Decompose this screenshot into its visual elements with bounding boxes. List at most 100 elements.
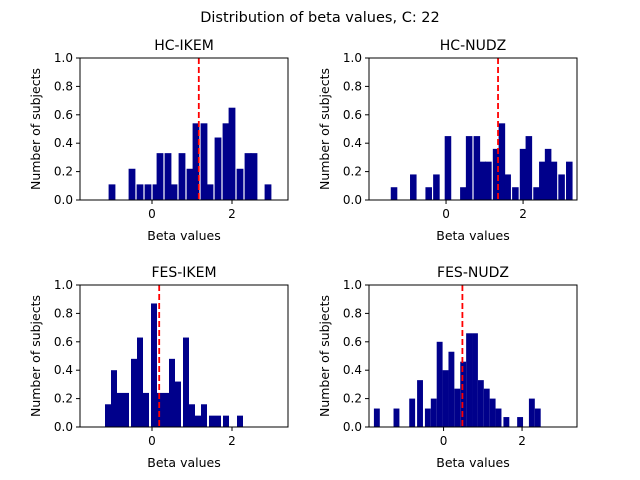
fes-ikem-bar-9 <box>163 392 169 427</box>
hc-ikem-bar-17 <box>244 153 252 200</box>
fes-nudz-ytick-label-3: 0.6 <box>343 335 362 349</box>
hc-nudz-title: HC-NUDZ <box>440 38 506 54</box>
hc-ikem-bar-19 <box>264 184 272 200</box>
hc-nudz-bar-7 <box>473 136 481 200</box>
fes-ikem-xtick-label-0: 0 <box>148 434 156 448</box>
fes-nudz-bar-19 <box>528 398 535 427</box>
fes-ikem-ytick-label-3: 0.6 <box>54 335 73 349</box>
hc-ikem-xlabel: Beta values <box>147 228 220 243</box>
hc-ikem-title: HC-IKEM <box>154 38 214 54</box>
hc-ikem-bar-14 <box>222 123 230 200</box>
hc-ikem-ylabel: Number of subjects <box>28 68 43 190</box>
fes-ikem-bar-3 <box>123 392 129 427</box>
fes-nudz-ytick-label-4: 0.8 <box>343 306 362 320</box>
hc-nudz-bar-20 <box>558 174 565 200</box>
fes-ikem-bar-19 <box>237 415 243 427</box>
fes-ikem-bar-1 <box>111 370 117 427</box>
hc-ikem-bar-11 <box>200 123 208 200</box>
fes-nudz-bar-14 <box>483 388 490 427</box>
hc-nudz-ytick-label-3: 0.6 <box>343 108 362 122</box>
fes-nudz-ytick-label-2: 0.4 <box>343 363 362 377</box>
hc-nudz-bar-9 <box>485 161 492 200</box>
fes-nudz-axes-frame <box>368 284 578 428</box>
hc-ikem-bar-12 <box>206 184 214 200</box>
hc-nudz-xlabel: Beta values <box>436 228 509 243</box>
hc-ikem-axes-frame <box>79 57 289 201</box>
fes-ikem-bar-4 <box>131 358 137 427</box>
panel-hc-nudz: 0.0 0.2 0.4 0.6 0.8 1.0 0 2 HC-NUDZ Beta values Nu… <box>317 38 578 243</box>
hc-ikem-ytick-label-4: 0.8 <box>54 79 73 93</box>
fes-nudz-bar-2 <box>409 398 416 427</box>
fes-nudz-ylabel: Number of subjects <box>317 295 332 417</box>
hc-nudz-xtick-label-0: 0 <box>442 207 450 221</box>
hc-ikem-ytick-label-0: 0.0 <box>54 193 73 207</box>
hc-nudz-bar-8 <box>479 161 486 200</box>
fes-nudz-xtick-label-0: 0 <box>440 434 448 448</box>
hc-ikem-bar-16 <box>236 168 244 200</box>
panel-fes-ikem: 0.0 0.2 0.4 0.6 0.8 1.0 0 2 FES-IKEM Beta values N… <box>28 265 289 470</box>
hc-nudz-ytick-label-2: 0.4 <box>343 136 362 150</box>
fes-ikem-ytick-label-5: 1.0 <box>54 278 73 292</box>
hc-ikem-ytick-label-3: 0.6 <box>54 108 73 122</box>
hc-ikem-bar-0 <box>108 184 116 200</box>
hc-ikem-ytick-label-2: 0.4 <box>54 136 73 150</box>
fes-ikem-ytick-label-2: 0.4 <box>54 363 73 377</box>
fes-ikem-bar-8 <box>157 392 163 427</box>
hc-ikem-bar-13 <box>214 137 222 200</box>
fes-ikem-ytick-label-0: 0.0 <box>54 420 73 434</box>
fes-nudz-bar-17 <box>503 417 510 427</box>
fes-ikem-bar-2 <box>117 392 123 427</box>
panel-fes-nudz: 0.0 0.2 0.4 0.6 0.8 1.0 0 2 FES-NUDZ Beta values N… <box>317 265 578 470</box>
fes-ikem-bar-13 <box>189 404 195 427</box>
hc-ikem-bar-10 <box>192 123 200 200</box>
hc-ikem-xtick-label-1: 2 <box>228 207 236 221</box>
figure-suptitle: Distribution of beta values, C: 22 <box>200 10 440 26</box>
fes-nudz-bar-5 <box>430 398 437 427</box>
fes-nudz-bar-0 <box>373 408 380 427</box>
fes-nudz-ytick-label-5: 1.0 <box>343 278 362 292</box>
fes-nudz-title: FES-NUDZ <box>437 265 509 281</box>
hc-nudz-bar-11 <box>498 123 506 200</box>
fes-ikem-bar-16 <box>209 415 215 427</box>
fes-ikem-axes-frame <box>79 284 289 428</box>
hc-ikem-ytick-label-1: 0.2 <box>54 165 73 179</box>
fes-ikem-bar-17 <box>215 415 221 427</box>
fes-nudz-xlabel: Beta values <box>436 455 509 470</box>
hc-nudz-ytick-label-4: 0.8 <box>343 79 362 93</box>
fes-nudz-bar-15 <box>489 398 496 427</box>
fes-nudz-bar-4 <box>424 408 431 427</box>
hc-ikem-bar-5 <box>156 153 164 200</box>
fes-ikem-ylabel: Number of subjects <box>28 295 43 417</box>
fes-ikem-bar-7 <box>151 303 157 427</box>
fes-ikem-title: FES-IKEM <box>151 265 216 281</box>
hc-nudz-bar-15 <box>525 136 533 200</box>
fes-nudz-bar-8 <box>448 351 455 427</box>
hc-nudz-bar-6 <box>465 136 473 200</box>
fes-nudz-bar-11 <box>466 333 473 427</box>
hc-ikem-bar-15 <box>228 107 236 200</box>
hc-nudz-ylabel: Number of subjects <box>317 68 332 190</box>
fes-ikem-bar-18 <box>223 415 229 427</box>
hc-ikem-bar-18 <box>250 153 258 200</box>
hc-nudz-bar-1 <box>410 174 417 200</box>
fes-ikem-bar-0 <box>105 404 111 427</box>
fes-ikem-bar-5 <box>137 337 143 427</box>
fes-ikem-bar-6 <box>143 392 149 427</box>
fes-nudz-bar-16 <box>495 408 502 427</box>
fes-ikem-xtick-label-1: 2 <box>228 434 236 448</box>
hc-ikem-ytick-label-5: 1.0 <box>54 51 73 65</box>
fes-ikem-bar-14 <box>195 415 201 427</box>
hc-nudz-bar-5 <box>460 187 467 200</box>
hc-nudz-bar-10 <box>492 148 500 200</box>
hc-nudz-bar-18 <box>544 148 552 200</box>
hc-ikem-bar-2 <box>136 184 144 200</box>
fes-nudz-bar-12 <box>472 333 478 427</box>
fes-nudz-bar-9 <box>454 388 461 427</box>
fes-ikem-ytick-label-4: 0.8 <box>54 306 73 320</box>
fes-nudz-bar-7 <box>442 370 449 427</box>
fes-ikem-bar-12 <box>183 337 189 427</box>
hc-ikem-bar-7 <box>170 184 178 200</box>
hc-nudz-xtick-label-1: 2 <box>519 207 527 221</box>
hc-nudz-bar-2 <box>425 187 432 200</box>
hc-ikem-xtick-label-0: 0 <box>148 207 156 221</box>
